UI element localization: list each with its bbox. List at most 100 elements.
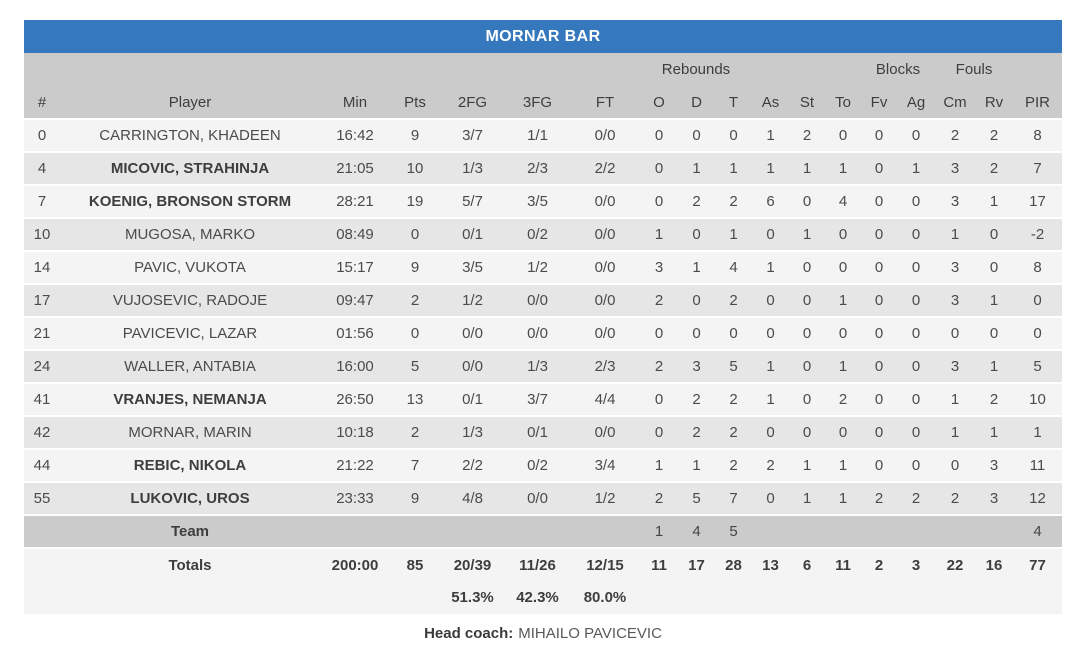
stat-min: 23:33 [336, 490, 374, 507]
stat-to: 2 [838, 391, 848, 408]
stat-as [752, 581, 789, 614]
stat-pts: 10 [406, 160, 424, 177]
stat-pts: 9 [410, 127, 420, 144]
stat-fouls-cm: 1 [950, 226, 960, 243]
stat-to: 0 [838, 259, 848, 276]
stat-pts [390, 515, 440, 548]
stat-pts: 9 [410, 259, 420, 276]
stat-blocks-fv: 0 [874, 325, 884, 342]
player-name: PAVIC, VUKOTA [134, 259, 246, 276]
stat-blocks-ag: 0 [911, 292, 921, 309]
col-header-to: To [825, 86, 861, 119]
stat-min: 16:42 [336, 127, 374, 144]
stat-fouls-rv: 1 [989, 424, 999, 441]
stat-rebounds-o: 1 [654, 226, 664, 243]
stat-rebounds-d: 3 [692, 358, 701, 375]
stat-st: 0 [802, 424, 812, 441]
player-name: CARRINGTON, KHADEEN [99, 127, 281, 144]
stat-ft: 12/15 [586, 556, 624, 574]
stat-ft: 0/0 [594, 259, 616, 276]
stat-min: 21:05 [336, 160, 374, 177]
stat-as: 0 [766, 424, 775, 441]
team-name: MORNAR BAR [485, 27, 601, 45]
stat-pir: 17 [1029, 193, 1046, 210]
stat-rebounds-o: 0 [654, 391, 664, 408]
stat-blocks-fv: 0 [874, 226, 884, 243]
stat-blocks-fv [861, 515, 897, 548]
stat-3fg: 11/26 [519, 556, 556, 574]
stat-rebounds-t: 2 [729, 193, 738, 210]
stat-rebounds-t: 1 [729, 226, 738, 243]
stat-min: 26:50 [336, 391, 374, 408]
stat-pir: 10 [1029, 391, 1046, 408]
stat-ft: 0/0 [594, 127, 616, 144]
stat-to: 1 [838, 292, 848, 309]
player-number: 44 [33, 457, 51, 474]
stat-rebounds-o: 0 [654, 325, 664, 342]
stat-pts: 0 [410, 325, 420, 342]
stat-blocks-ag: 0 [911, 391, 921, 408]
group-fouls: Fouls [935, 53, 1013, 86]
stat-ft: 0/0 [594, 193, 616, 210]
stat-ft: 3/4 [594, 457, 616, 474]
stat-fouls-cm [935, 515, 975, 548]
stat-rebounds-o: 11 [651, 556, 667, 574]
group-spacer-mid [752, 53, 861, 86]
stat-rebounds-t: 1 [729, 160, 738, 177]
table-row: 0 CARRINGTON, KHADEEN 16:42 9 3/7 1/1 0/… [24, 119, 1062, 152]
stat-st: 0 [802, 292, 812, 309]
stat-ft: 4/4 [594, 391, 616, 408]
group-rebounds: Rebounds [640, 53, 752, 86]
stat-rebounds-t: 7 [729, 490, 738, 507]
stat-rebounds-o: 0 [654, 160, 664, 177]
player-number: 24 [33, 358, 51, 375]
stat-as: 0 [766, 226, 775, 243]
stat-st: 1 [802, 490, 812, 507]
scoreboard: MORNAR BAR Rebounds Blocks Fouls [24, 20, 1062, 614]
percentages-row: 51.3% 42.3% 80.0% [24, 581, 1062, 614]
stat-2fg: 1/3 [462, 424, 483, 441]
stat-fouls-cm: 3 [950, 193, 960, 210]
column-header-row: # Player Min Pts 2FG 3FG FT O D T As St … [24, 86, 1062, 119]
stat-blocks-ag: 0 [911, 259, 921, 276]
col-header-st: St [789, 86, 825, 119]
stat-min: 200:00 [331, 556, 379, 574]
stat-st [789, 515, 825, 548]
stat-fouls-cm: 1 [950, 391, 960, 408]
player-number: 0 [37, 127, 47, 144]
stat-rebounds-d: 2 [692, 193, 701, 210]
stat-3fg: 0/2 [527, 457, 548, 474]
stat-3fg: 0/0 [527, 292, 548, 309]
totals-row: Totals 200:00 85 20/39 11/26 12/15 11 17… [24, 548, 1062, 581]
stat-pts: 13 [406, 391, 424, 408]
player-name: PAVICEVIC, LAZAR [122, 325, 258, 342]
table-row: 21 PAVICEVIC, LAZAR 01:56 0 0/0 0/0 0/0 … [24, 317, 1062, 350]
player-number: 42 [33, 424, 51, 441]
col-header-2fg: 2FG [440, 86, 505, 119]
stat-fouls-cm: 2 [950, 127, 960, 144]
stat-pts: 0 [410, 226, 420, 243]
table-row: 41 VRANJES, NEMANJA 26:50 13 0/1 3/7 4/4… [24, 383, 1062, 416]
stat-blocks-fv: 2 [874, 490, 884, 507]
stat-min: 09:47 [336, 292, 374, 309]
stat-pir: 0 [1033, 325, 1042, 342]
stat-blocks-ag: 0 [911, 424, 921, 441]
table-row: 44 REBIC, NIKOLA 21:22 7 2/2 0/2 3/4 1 1… [24, 449, 1062, 482]
group-spacer-left [24, 53, 640, 86]
col-header-o: O [640, 86, 678, 119]
player-name: VRANJES, NEMANJA [113, 391, 267, 408]
stat-pir: 4 [1033, 523, 1042, 540]
stat-blocks-ag [897, 581, 935, 614]
stat-pir: 0 [1033, 292, 1042, 309]
stat-st: 0 [802, 325, 812, 342]
percentages-label [60, 581, 320, 614]
player-number: 7 [37, 193, 47, 210]
stat-blocks-ag: 0 [911, 226, 921, 243]
col-header-t: T [715, 86, 752, 119]
stat-as: 0 [766, 490, 775, 507]
stat-fouls-rv: 2 [989, 160, 999, 177]
stat-fouls-rv: 0 [989, 325, 999, 342]
table-row: 10 MUGOSA, MARKO 08:49 0 0/1 0/2 0/0 1 0… [24, 218, 1062, 251]
table-header: Rebounds Blocks Fouls # Player Min Pts 2… [24, 53, 1062, 119]
stat-st: 1 [802, 226, 812, 243]
